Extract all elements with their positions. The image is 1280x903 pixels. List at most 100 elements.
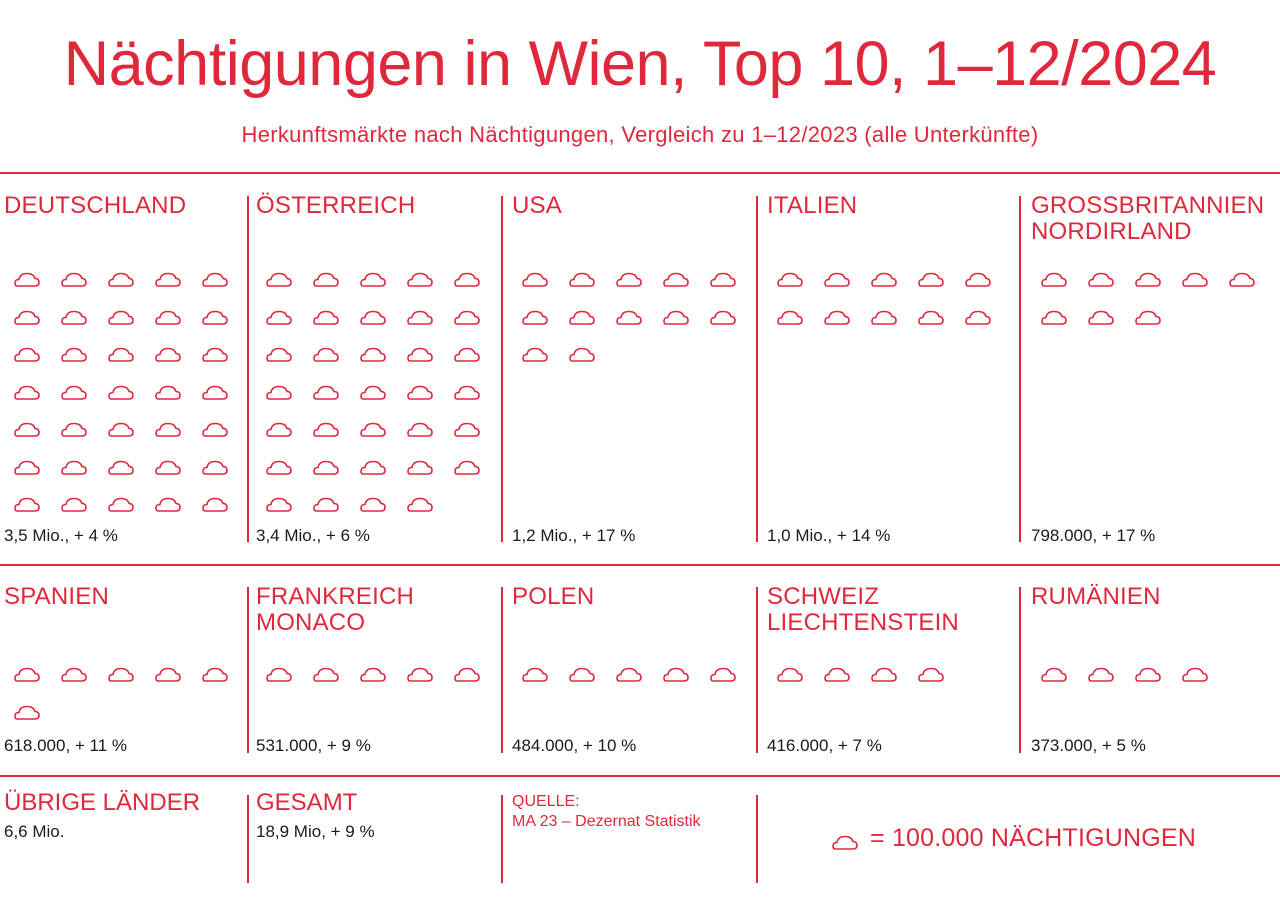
moon-cloud-icon bbox=[58, 656, 87, 682]
moon-cloud-icon bbox=[915, 261, 944, 287]
moon-cloud-icon bbox=[660, 298, 689, 325]
moon-cloud-icon bbox=[310, 411, 339, 437]
country-cell-deutschland: DEUTSCHLAND 3,5 Mio., + 4 % bbox=[4, 193, 244, 553]
country-cell-frankreich: FRANKREICH MONACO 531.000, + 9 % bbox=[256, 584, 496, 764]
moon-cloud-icon bbox=[404, 486, 433, 512]
moon-cloud-icon bbox=[105, 448, 134, 475]
moon-cloud-icon bbox=[263, 298, 292, 325]
country-cell-grossbritannien: GROSSBRITANNIEN NORDIRLAND 798.000, + 17… bbox=[1031, 193, 1276, 553]
moon-cloud-icon bbox=[451, 448, 480, 475]
moon-cloud-icon bbox=[1038, 261, 1067, 287]
moon-cloud-icon bbox=[152, 448, 181, 475]
moon-cloud-icon bbox=[868, 656, 897, 682]
moon-cloud-icon bbox=[199, 411, 228, 437]
moon-cloud-icon bbox=[566, 656, 595, 682]
moon-cloud-icon bbox=[613, 298, 642, 325]
total-value: 18,9 Mio, + 9 % bbox=[256, 822, 375, 841]
icon-grid bbox=[4, 259, 244, 539]
moon-cloud-icon bbox=[11, 656, 40, 682]
country-value-label: 1,0 Mio., + 14 % bbox=[767, 526, 891, 545]
moon-cloud-icon bbox=[613, 261, 642, 287]
moon-cloud-icon bbox=[1038, 298, 1067, 325]
moon-cloud-icon bbox=[566, 336, 595, 362]
column-divider bbox=[756, 587, 758, 753]
column-divider bbox=[1019, 587, 1021, 753]
moon-cloud-icon bbox=[310, 298, 339, 325]
moon-cloud-icon bbox=[519, 656, 548, 682]
moon-cloud-icon bbox=[152, 373, 181, 400]
moon-cloud-icon bbox=[357, 486, 386, 512]
moon-cloud-icon bbox=[58, 373, 87, 400]
moon-cloud-icon bbox=[451, 336, 480, 362]
country-cell-spanien: SPANIEN 618.000, + 11 % bbox=[4, 584, 244, 764]
moon-cloud-icon bbox=[774, 656, 803, 682]
source-label: QUELLE: bbox=[512, 793, 580, 810]
moon-cloud-icon bbox=[310, 336, 339, 362]
moon-cloud-icon bbox=[152, 656, 181, 682]
country-value-label: 3,5 Mio., + 4 % bbox=[4, 526, 118, 545]
moon-cloud-icon bbox=[263, 448, 292, 475]
moon-cloud-icon bbox=[199, 336, 228, 362]
moon-cloud-icon bbox=[105, 656, 134, 682]
moon-cloud-icon bbox=[199, 448, 228, 475]
total-name: GESAMT bbox=[256, 789, 358, 816]
country-cell-schweiz: SCHWEIZ LIECHTENSTEIN 416.000, + 7 % bbox=[767, 584, 1007, 764]
moon-cloud-icon bbox=[263, 336, 292, 362]
country-name: RUMÄNIEN bbox=[1031, 583, 1161, 610]
moon-cloud-icon bbox=[451, 373, 480, 400]
moon-cloud-icon bbox=[707, 298, 736, 325]
icon-grid bbox=[1031, 654, 1271, 734]
moon-cloud-icon bbox=[11, 298, 40, 325]
moon-cloud-icon bbox=[357, 373, 386, 400]
divider-row-1 bbox=[0, 564, 1280, 566]
moon-cloud-icon bbox=[357, 336, 386, 362]
moon-cloud-icon bbox=[707, 261, 736, 287]
others-value: 6,6 Mio. bbox=[4, 822, 65, 841]
moon-cloud-icon bbox=[152, 486, 181, 512]
moon-cloud-icon bbox=[451, 261, 480, 287]
country-value-label: 484.000, + 10 % bbox=[512, 736, 637, 755]
icon-grid bbox=[4, 654, 244, 734]
moon-cloud-icon bbox=[868, 298, 897, 325]
icon-grid bbox=[767, 654, 1007, 734]
moon-cloud-icon bbox=[821, 656, 850, 682]
moon-cloud-icon bbox=[1179, 656, 1208, 682]
moon-cloud-icon bbox=[152, 411, 181, 437]
moon-cloud-icon bbox=[404, 261, 433, 287]
moon-cloud-icon bbox=[566, 261, 595, 287]
moon-cloud-icon bbox=[404, 298, 433, 325]
country-cell-oesterreich: ÖSTERREICH 3,4 Mio., + 6 % bbox=[256, 193, 496, 553]
column-divider bbox=[501, 196, 503, 542]
legend-label: = 100.000 NÄCHTIGUNGEN bbox=[870, 823, 1197, 852]
icon-grid bbox=[512, 654, 752, 734]
country-value-label: 373.000, + 5 % bbox=[1031, 736, 1146, 755]
moon-cloud-icon bbox=[199, 373, 228, 400]
moon-cloud-icon bbox=[152, 336, 181, 362]
moon-cloud-icon bbox=[915, 656, 944, 682]
moon-cloud-icon bbox=[105, 261, 134, 287]
moon-cloud-icon bbox=[105, 486, 134, 512]
divider-row-2 bbox=[0, 775, 1280, 777]
moon-cloud-icon bbox=[519, 261, 548, 287]
source-text: MA 23 – Dezernat Statistik bbox=[512, 813, 701, 830]
moon-cloud-icon bbox=[357, 448, 386, 475]
moon-cloud-icon bbox=[11, 448, 40, 475]
moon-cloud-icon bbox=[263, 411, 292, 437]
moon-cloud-icon bbox=[774, 261, 803, 287]
country-name: ÖSTERREICH bbox=[256, 192, 416, 219]
moon-cloud-icon bbox=[519, 336, 548, 362]
moon-cloud-icon bbox=[451, 298, 480, 325]
column-divider bbox=[247, 587, 249, 753]
moon-cloud-icon bbox=[404, 656, 433, 682]
column-divider bbox=[501, 587, 503, 753]
moon-cloud-icon bbox=[199, 298, 228, 325]
moon-cloud-icon bbox=[58, 298, 87, 325]
moon-cloud-icon bbox=[962, 298, 991, 325]
country-cell-usa: USA 1,2 Mio., + 17 % bbox=[512, 193, 752, 553]
moon-cloud-icon bbox=[613, 656, 642, 682]
column-divider bbox=[501, 795, 503, 883]
moon-cloud-icon bbox=[868, 261, 897, 287]
country-name: GROSSBRITANNIEN NORDIRLAND bbox=[1031, 192, 1265, 245]
moon-cloud-icon bbox=[152, 261, 181, 287]
column-divider bbox=[247, 795, 249, 883]
